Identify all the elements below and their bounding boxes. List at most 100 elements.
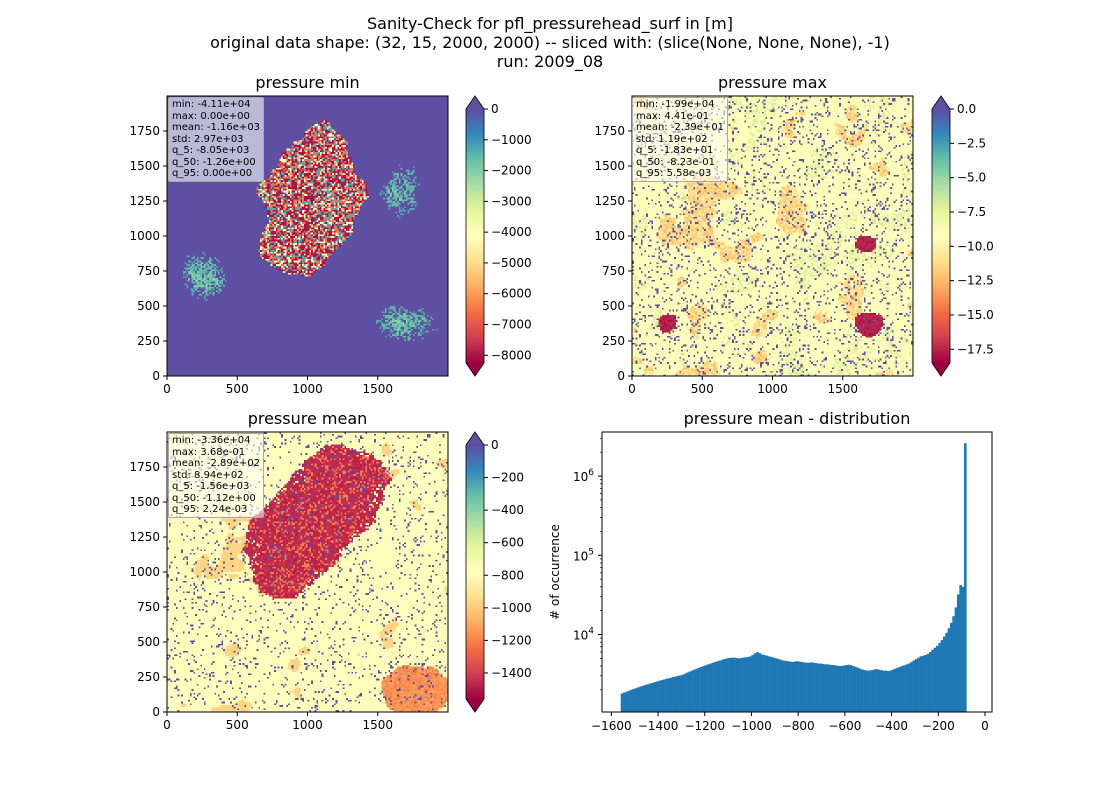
histogram-bar — [751, 655, 755, 712]
x-tick-label: −1000 — [731, 719, 772, 733]
histogram-bar — [849, 665, 853, 712]
histogram-bar — [842, 665, 846, 712]
colorbar-tick-label: −5.0 — [957, 171, 986, 185]
stats-box: min: -3.36e+04 max: 3.68e-01 mean: -2.89e+… — [168, 433, 265, 518]
y-tick-label: 500 — [602, 299, 625, 313]
y-tick-label: 1750 — [594, 124, 625, 138]
histogram-bar — [763, 655, 766, 712]
histogram-bar — [644, 685, 647, 712]
histogram-bar — [665, 678, 668, 712]
colorbar-tick-label: −7.5 — [957, 205, 986, 219]
histogram-bar — [921, 655, 925, 712]
histogram-bar — [777, 659, 780, 712]
histogram-bar — [942, 636, 946, 712]
y-tick-label: 500 — [137, 299, 160, 313]
stats-line: max: 4.41e-01 — [636, 110, 710, 122]
figure-title-line: original data shape: (32, 15, 2000, 2000… — [210, 33, 890, 52]
histogram-bar — [648, 683, 652, 712]
stats-line: q_5: -8.05e+03 — [172, 145, 250, 156]
y-tick-label: 1250 — [594, 194, 625, 208]
y-tick-label: 750 — [137, 264, 160, 278]
y-tick-label: 1000 — [129, 565, 160, 579]
stats-box: min: -4.11e+04 max: 0.00e+00 mean: -1.16e+… — [168, 97, 265, 182]
histogram-bar — [641, 685, 645, 712]
histogram-bar — [700, 666, 703, 712]
histogram-bar — [835, 665, 839, 712]
histogram-bar — [686, 672, 689, 712]
histogram-bar — [725, 658, 729, 712]
subplot-title: pressure max — [718, 73, 827, 92]
histogram-bar — [730, 657, 734, 712]
histogram-bar — [784, 660, 787, 712]
x-tick-label: 500 — [226, 718, 249, 732]
histogram-bar — [802, 662, 806, 712]
histogram-bar — [702, 665, 706, 712]
colorbar-tick-label: −2.5 — [957, 136, 986, 150]
histogram-bar — [917, 657, 920, 712]
histogram-bar — [739, 657, 743, 712]
histogram-bar — [905, 664, 909, 712]
histogram-bar — [823, 664, 827, 712]
colorbar-tick-label: 0.0 — [957, 102, 976, 116]
colorbar-outline — [931, 95, 951, 377]
histogram-bar — [947, 628, 951, 712]
histogram-bar — [704, 665, 708, 712]
histogram-bar — [709, 663, 713, 712]
histogram-bar — [798, 661, 801, 712]
histogram-bar — [805, 662, 808, 712]
histogram-bar — [793, 661, 797, 712]
histogram-bar — [870, 670, 874, 712]
histogram-bar — [688, 671, 692, 712]
x-tick-label: −800 — [782, 719, 815, 733]
histogram-bar — [669, 677, 673, 712]
stats-line: q_95: 0.00e+00 — [172, 168, 253, 179]
colorbar-extend-top — [466, 96, 484, 109]
histogram-bar — [718, 660, 722, 712]
histogram-bar — [851, 665, 855, 712]
subplot-title: pressure min — [255, 73, 359, 92]
y-tick-label: 250 — [137, 670, 160, 684]
histogram-bar — [639, 686, 643, 712]
y-tick-label: 750 — [137, 600, 160, 614]
histogram-bar — [737, 658, 741, 712]
y-axis-label: # of occurrence — [548, 524, 562, 620]
histogram-bar — [814, 663, 818, 712]
histogram-bar — [940, 640, 944, 712]
stats-line: max: 3.68e-01 — [172, 446, 246, 458]
histogram-bar — [935, 645, 939, 712]
x-tick-label: 0 — [163, 382, 171, 396]
histogram-bar — [623, 692, 626, 712]
histogram-bar — [676, 675, 680, 712]
stats-line: q_95: 5.58e-03 — [636, 168, 712, 179]
histogram-bar — [956, 594, 960, 712]
histogram-bar — [758, 653, 762, 712]
colorbar-tick-label: −6000 — [491, 287, 532, 301]
stats-line: q_5: -1.56e+03 — [172, 481, 250, 492]
x-tick-label: −1400 — [638, 719, 679, 733]
x-tick-label: −200 — [922, 719, 955, 733]
histogram-bar — [651, 682, 654, 712]
histogram-bar — [779, 659, 783, 712]
histogram-bar — [861, 669, 864, 712]
histogram-bar — [788, 661, 792, 712]
histogram-bar — [900, 665, 904, 712]
histogram-bar — [744, 657, 748, 712]
histogram-bar — [840, 665, 843, 712]
colorbar-tick-label: −1400 — [491, 666, 532, 680]
histogram-bar — [749, 656, 752, 712]
histogram-bar — [865, 670, 869, 712]
x-tick-label: 500 — [226, 382, 249, 396]
histogram-bar — [658, 680, 661, 712]
histogram-bar — [889, 670, 892, 712]
histogram-bar — [954, 607, 958, 712]
x-tick-label: −400 — [875, 719, 908, 733]
stats-line: q_50: -1.12e+00 — [172, 492, 256, 504]
histogram-bar — [707, 664, 710, 712]
histogram-bar — [732, 657, 736, 712]
histogram-bar — [926, 653, 930, 712]
histogram-bar — [721, 659, 724, 712]
figure-title-line: run: 2009_08 — [496, 52, 604, 71]
y-tick-label: 1500 — [594, 159, 625, 173]
colorbar-extend-bottom — [466, 699, 484, 712]
subplot-title: pressure mean - distribution — [684, 409, 911, 428]
